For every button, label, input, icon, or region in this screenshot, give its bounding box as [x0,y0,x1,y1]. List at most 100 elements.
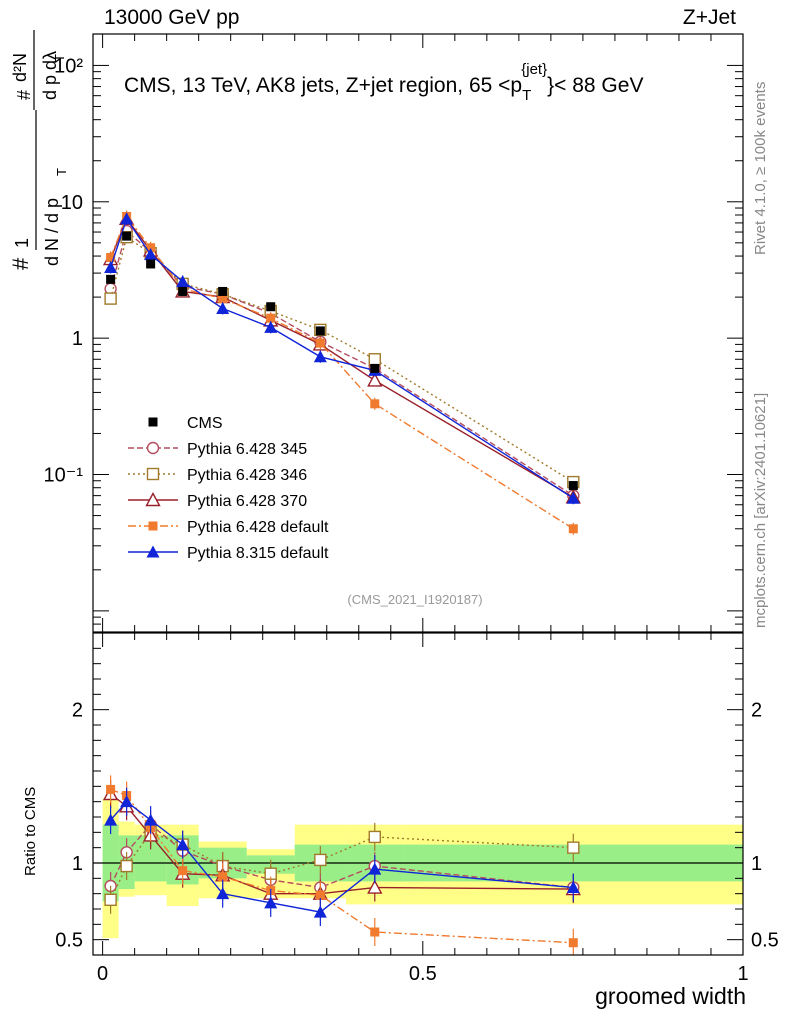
series-ratio-point-1-0 [104,893,117,906]
legend-marker-3 [145,492,161,507]
ratio-frame [92,632,744,956]
series-point-4-1 [120,212,134,225]
ytick-ratio-label-right-0: 0.5 [751,930,779,952]
series-ratio-point-4-3 [176,838,190,851]
ytick-ratio-label-left-1: 1 [72,853,83,875]
series-main-3 [106,210,578,535]
series-point-2-7 [367,372,383,387]
series-point-4-2 [144,248,158,261]
ylabel-one: 1 [12,238,32,248]
series-point-1-7 [368,353,381,366]
xtick-label-2: 1 [737,963,748,985]
legend-label-5: Pythia 8.315 default [187,545,329,562]
legend-marker-4 [148,521,158,531]
series-ratio-line-1 [109,831,574,901]
series-point-3-2 [146,243,156,253]
ratio-y-axis-label: Ratio to CMS [22,786,39,876]
legend-label-3: Pythia 6.428 370 [187,493,307,510]
analysis-label: (CMS_2021_I1920187) [347,592,482,607]
ytick-ratio-label-right-1: 1 [751,853,762,875]
series-point-3-0 [106,253,116,263]
series-ratio-point-4-7 [368,862,382,875]
ylabel-denominator: d N / d p [42,198,62,266]
xtick-label-1: 0.5 [409,963,437,985]
xtick-label-0: 0 [97,963,108,985]
legend: CMS Pythia 6.428 345 Pythia 6.428 346 Pythi… [128,415,329,562]
series-ratio-point-4-4 [216,887,230,900]
cms-point-3 [178,286,188,296]
ylabel-dpt-dlambda: d p dλ [40,51,60,100]
ytick-ratio-label-left-0: 0.5 [55,930,83,952]
ylabel-d2n: d²N [10,53,30,82]
series-point-4-4 [216,301,230,314]
header-process-label: Z+Jet [682,6,736,29]
series-ratio-point-3-0 [106,784,116,794]
series-point-4-5 [264,320,278,333]
series-point-3-8 [568,524,578,534]
series-ratio-point-1-7 [368,830,381,844]
main-panel-curves [102,210,581,535]
series-point-4-6 [313,350,327,363]
legend-marker-5 [146,545,160,558]
cms-point-1 [122,231,132,241]
series-ratio-point-3-8 [568,938,578,948]
cms-point-8 [568,481,578,491]
ytick-main-label-1: 1 [72,328,83,350]
ytick-main-label-3: 10² [54,55,83,77]
series-point-3-6 [315,338,325,348]
ytick-ratio-label-right-2: 2 [751,700,762,722]
chart-title: CMS, 13 TeV, AK8 jets, Z+jet region, 65 … [124,61,643,104]
series-ratio-point-4-5 [264,896,278,909]
cms-point-5 [266,302,276,312]
series-point-3-4 [218,294,228,304]
mcplots-label: mcplots.cern.ch [arXiv:2401.10621] [752,392,769,628]
main-y-axis-label: # 1 d N / d p T # d²N d p dλ T [8,30,69,270]
series-line-3 [109,215,574,530]
series-ratio-point-4-8 [566,881,580,894]
series-point-3-7 [370,399,380,409]
cms-point-6 [315,326,325,336]
series-ratio-point-4-0 [104,813,118,826]
x-axis-label: groomed width [595,983,746,1009]
series-point-4-3 [176,275,190,288]
cms-point-4 [218,286,228,296]
series-main-2 [102,210,581,504]
series-ratio-point-3-3 [178,866,188,876]
cms-data-points [106,231,578,491]
legend-label-1: Pythia 6.428 345 [187,441,307,458]
series-line-1 [109,236,574,483]
series-point-3-5 [266,313,276,323]
series-ratio-point-2-7 [367,879,383,894]
cms-point-2 [146,259,156,269]
series-main-1 [104,230,580,489]
ylabel-hash: # [8,257,33,270]
series-line-0 [109,229,574,497]
series-main-4 [104,212,580,505]
legend-marker-1 [146,441,160,455]
ytick-main-label-2: 10 [61,192,83,214]
ylabel-hash2: # [14,90,34,100]
main-frame [92,33,744,633]
series-ratio-4 [104,787,580,927]
series-line-2 [109,217,574,498]
ytick-main-label-0: 10⁻¹ [44,465,84,487]
series-point-4-8 [566,491,580,504]
series-ratio-point-3-6 [315,890,325,900]
cms-point-7 [370,363,380,373]
series-ratio-point-1-6 [314,853,327,867]
series-point-4-0 [104,260,118,273]
header-energy-label: 13000 GeV pp [104,6,240,29]
plot-frames [92,33,744,956]
rivet-version-label: Rivet 4.1.0, ≥ 100k events [752,81,769,255]
series-point-1-0 [104,292,117,305]
ratio-uncertainty-bands [102,798,743,939]
series-ratio-point-4-6 [313,905,327,918]
legend-marker-0 [148,417,158,427]
legend-label-2: Pythia 6.428 346 [187,467,307,484]
legend-label-0: CMS [187,415,223,432]
series-ratio-point-1-8 [567,841,580,854]
legend-label-4: Pythia 6.428 default [187,519,329,536]
ratio-panel-curves [102,775,581,955]
